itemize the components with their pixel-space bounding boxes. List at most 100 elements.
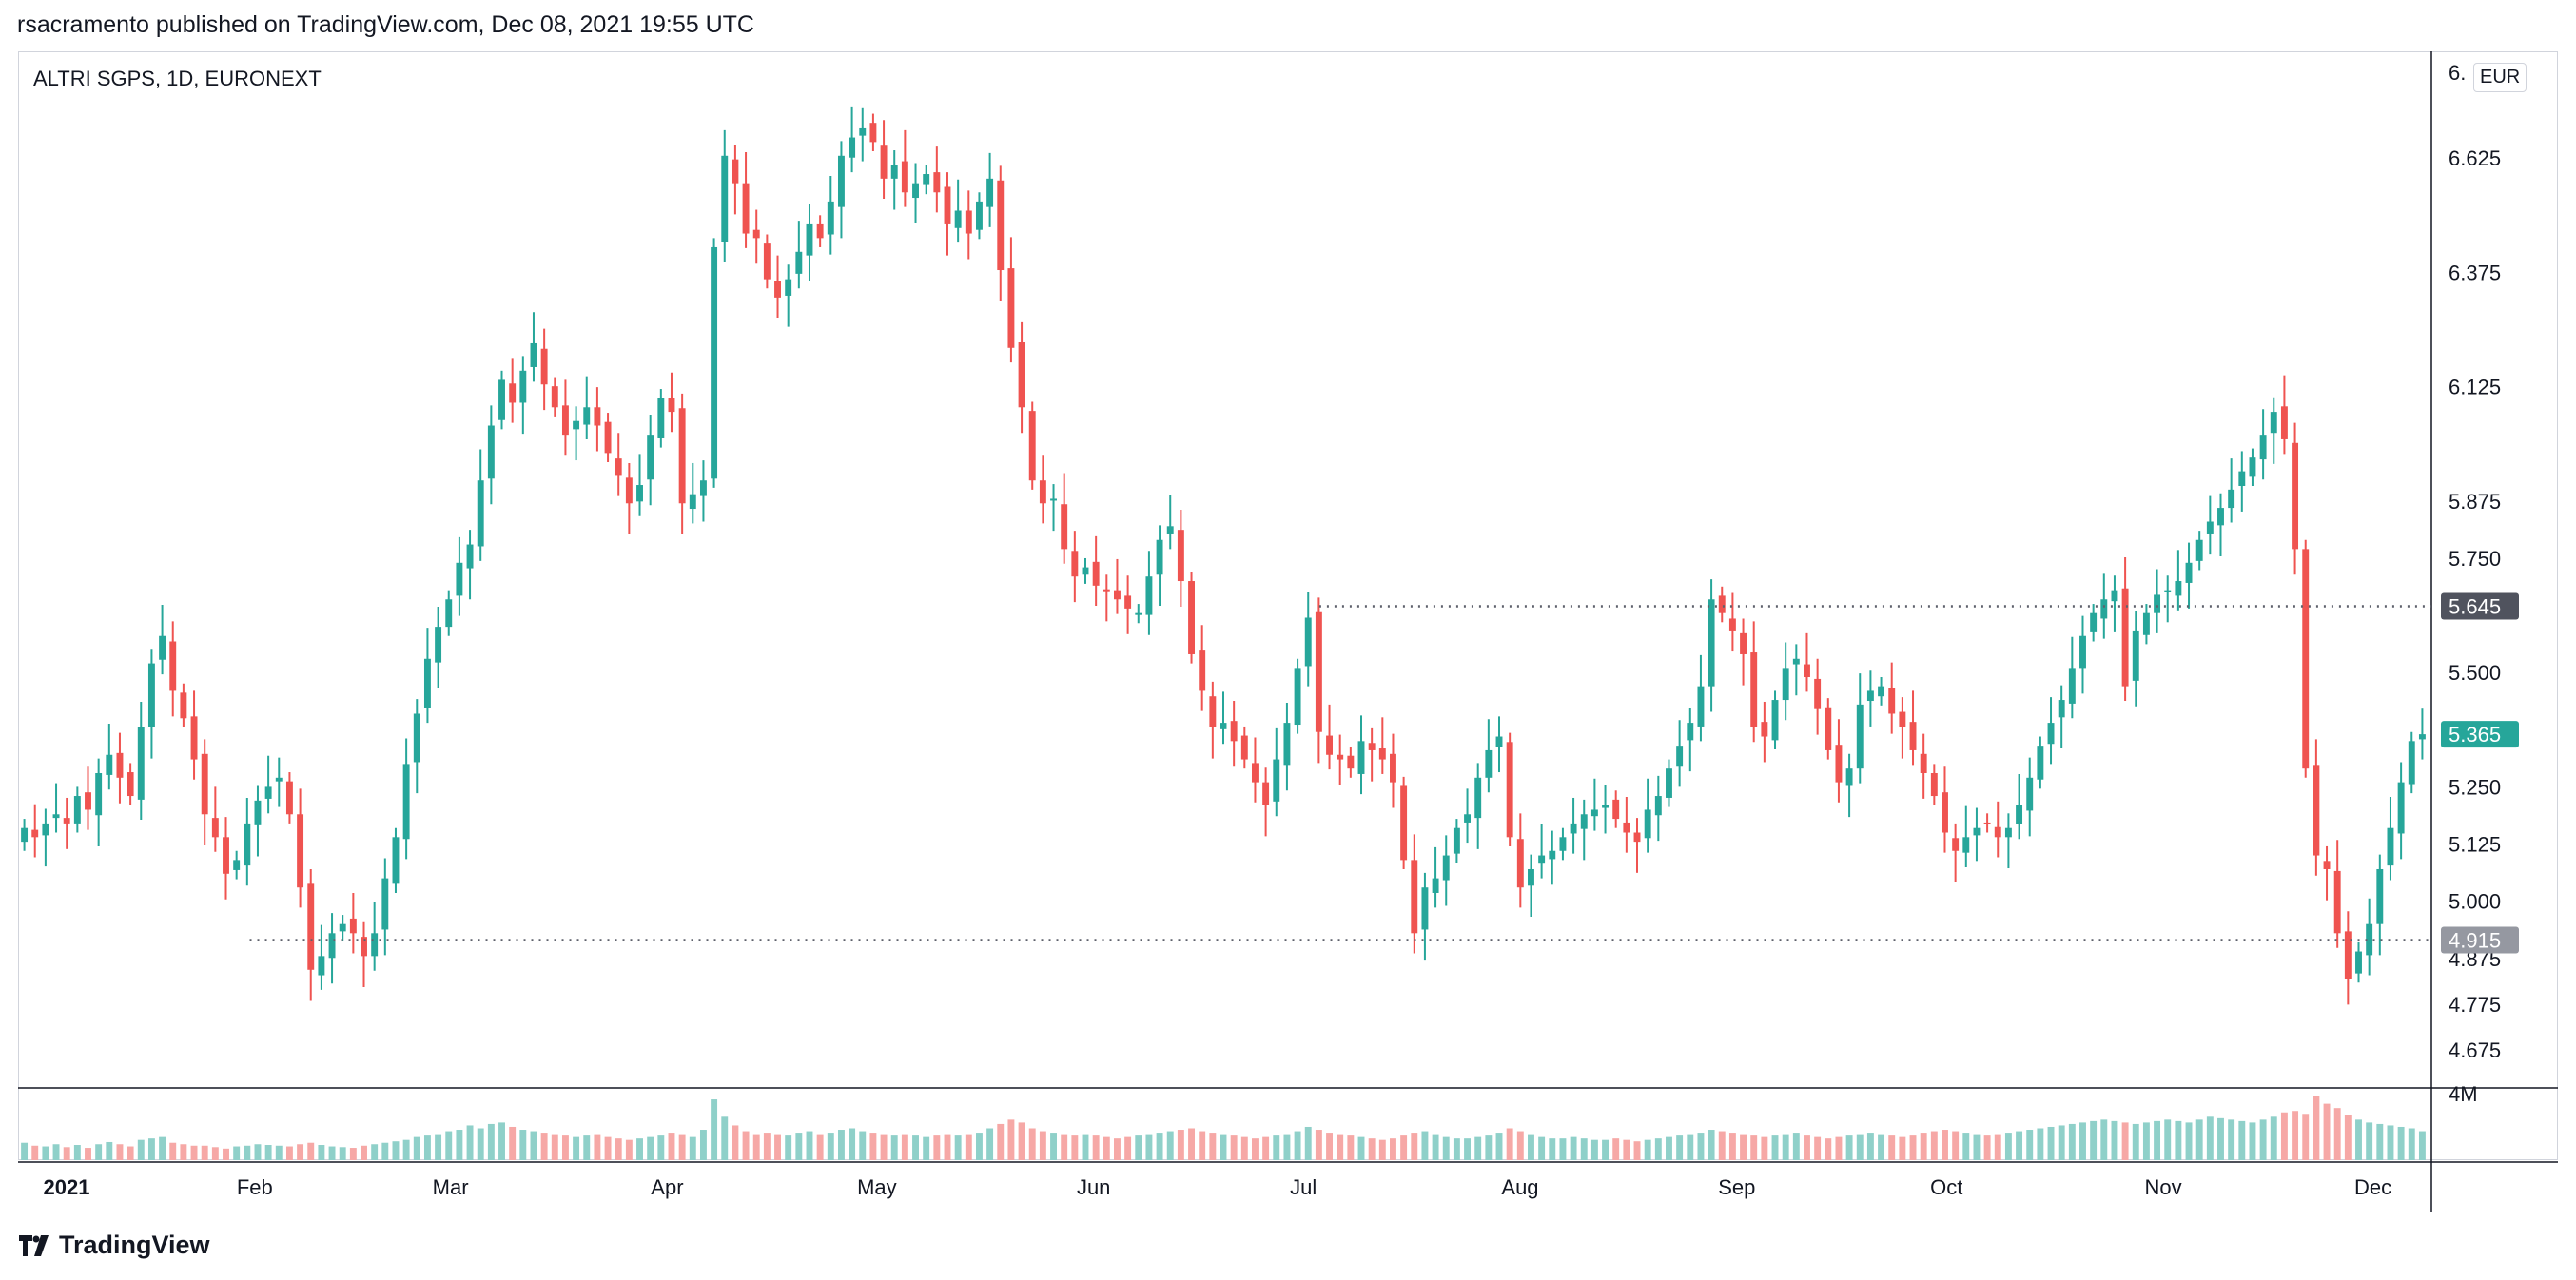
volume-bar[interactable] — [869, 1133, 877, 1160]
volume-bar[interactable] — [1612, 1138, 1620, 1160]
volume-bar[interactable] — [2280, 1112, 2288, 1160]
volume-bar[interactable] — [1952, 1131, 1960, 1160]
volume-bar[interactable] — [806, 1131, 813, 1160]
candle-body[interactable] — [159, 635, 166, 660]
volume-bar[interactable] — [487, 1123, 495, 1160]
candle-body[interactable] — [2037, 746, 2044, 780]
candle-body[interactable] — [849, 137, 856, 158]
volume-bar[interactable] — [604, 1136, 612, 1160]
candle-body[interactable] — [2195, 539, 2203, 561]
candle-body[interactable] — [1590, 809, 1598, 817]
candle-body[interactable] — [827, 201, 834, 235]
volume-bar[interactable] — [519, 1130, 527, 1160]
candle-body[interactable] — [1506, 742, 1513, 838]
candle-body[interactable] — [2355, 951, 2362, 974]
candle-body[interactable] — [1103, 589, 1110, 592]
volume-bar[interactable] — [2228, 1119, 2235, 1160]
candle-body[interactable] — [2323, 861, 2331, 869]
volume-bar[interactable] — [986, 1128, 994, 1161]
volume-bar[interactable] — [1357, 1136, 1365, 1160]
candle-body[interactable] — [1654, 796, 1662, 816]
candle-body[interactable] — [1357, 741, 1365, 774]
candle-body[interactable] — [1124, 595, 1132, 609]
volume-bar[interactable] — [1390, 1138, 1396, 1160]
candle-body[interactable] — [1135, 612, 1142, 615]
candle-body[interactable] — [52, 814, 60, 819]
candle-body[interactable] — [1538, 855, 1546, 864]
candle-body[interactable] — [1007, 268, 1015, 348]
candle-body[interactable] — [2313, 765, 2320, 856]
volume-bar[interactable] — [890, 1135, 898, 1160]
volume-bar[interactable] — [2111, 1120, 2118, 1160]
candle-body[interactable] — [466, 544, 474, 569]
candle-body[interactable] — [244, 823, 251, 866]
candle-body[interactable] — [2217, 508, 2224, 526]
candle-body[interactable] — [890, 165, 898, 179]
candle-body[interactable] — [774, 281, 781, 298]
volume-bar[interactable] — [1506, 1128, 1513, 1161]
volume-bar[interactable] — [1633, 1141, 1641, 1160]
volume-bar[interactable] — [636, 1138, 643, 1160]
volume-bar[interactable] — [31, 1145, 39, 1160]
volume-bar[interactable] — [413, 1136, 420, 1160]
volume-bar[interactable] — [1580, 1138, 1588, 1160]
candle-body[interactable] — [1835, 745, 1843, 783]
candle-body[interactable] — [1092, 561, 1100, 586]
volume-bar[interactable] — [2026, 1130, 2034, 1160]
candle-body[interactable] — [318, 956, 325, 976]
volume-bar[interactable] — [551, 1134, 558, 1160]
volume-bar[interactable] — [699, 1130, 707, 1160]
volume-bar[interactable] — [732, 1125, 739, 1160]
volume-bar[interactable] — [254, 1144, 262, 1160]
candle-body[interactable] — [1528, 868, 1534, 886]
volume-bar[interactable] — [2206, 1116, 2214, 1160]
candle-body[interactable] — [1612, 799, 1620, 820]
volume-bar[interactable] — [2366, 1122, 2373, 1160]
volume-bar[interactable] — [1156, 1133, 1163, 1160]
candle-body[interactable] — [678, 408, 686, 504]
volume-bar[interactable] — [944, 1134, 951, 1160]
volume-bar[interactable] — [923, 1136, 930, 1160]
candle-body[interactable] — [1337, 754, 1344, 760]
volume-bar[interactable] — [1252, 1138, 1259, 1160]
candle-body[interactable] — [795, 251, 803, 274]
candle-body[interactable] — [402, 764, 410, 840]
candle-body[interactable] — [2270, 412, 2277, 434]
candle-body[interactable] — [147, 663, 155, 727]
candle-body[interactable] — [2079, 635, 2086, 669]
candle-body[interactable] — [1878, 686, 1885, 697]
volume-bar[interactable] — [2164, 1119, 2172, 1160]
candle-body[interactable] — [923, 174, 930, 185]
volume-bar[interactable] — [1432, 1134, 1439, 1160]
volume-bar[interactable] — [1602, 1139, 1610, 1160]
candle-body[interactable] — [1942, 792, 1948, 833]
candle-body[interactable] — [2068, 668, 2076, 704]
candle-body[interactable] — [1039, 480, 1046, 504]
volume-bar[interactable] — [275, 1145, 283, 1160]
volume-bar[interactable] — [880, 1134, 888, 1160]
candle-body[interactable] — [1623, 822, 1630, 833]
candle-body[interactable] — [95, 772, 103, 816]
volume-bar[interactable] — [2355, 1119, 2362, 1160]
candle-body[interactable] — [530, 342, 537, 367]
candle-body[interactable] — [1411, 860, 1418, 934]
candle-body[interactable] — [2333, 870, 2341, 934]
volume-bar[interactable] — [2418, 1131, 2426, 1160]
volume-bar[interactable] — [1878, 1134, 1885, 1160]
volume-bar[interactable] — [264, 1145, 272, 1160]
volume-bar[interactable] — [106, 1141, 113, 1160]
candle-body[interactable] — [2387, 827, 2394, 866]
candle-body[interactable] — [201, 753, 208, 815]
volume-bar[interactable] — [2302, 1114, 2310, 1160]
candle-body[interactable] — [1633, 832, 1641, 843]
volume-bar[interactable] — [1337, 1134, 1344, 1160]
candle-body[interactable] — [1464, 814, 1472, 823]
volume-bar[interactable] — [2154, 1120, 2161, 1160]
volume-bar[interactable] — [1421, 1131, 1429, 1160]
volume-bar[interactable] — [668, 1133, 675, 1160]
candle-body[interactable] — [1804, 664, 1810, 678]
volume-bar[interactable] — [657, 1135, 665, 1160]
candle-body[interactable] — [604, 421, 612, 454]
volume-bar[interactable] — [1262, 1136, 1270, 1160]
candle-body[interactable] — [752, 229, 760, 239]
